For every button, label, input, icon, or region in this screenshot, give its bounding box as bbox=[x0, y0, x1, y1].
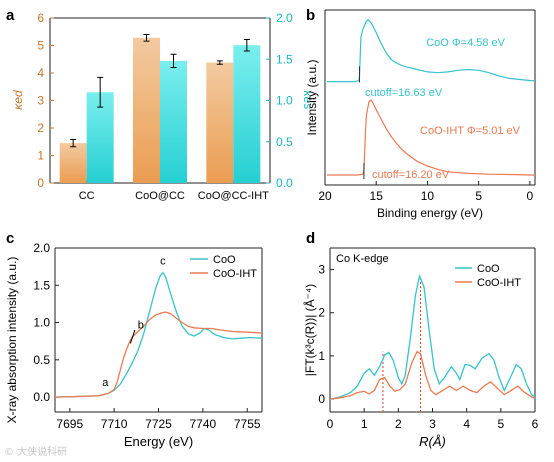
panel-d-exafs-spectrum: 0 1 2 3 4 5 6 0 1 2 3 R(Å) |FT(k³c(R))| (Å⁻⁴) Co K-ed… bbox=[302, 247, 539, 449]
x-axis-label: Energy (eV) bbox=[124, 434, 193, 449]
y-tick-label-left: 3 bbox=[37, 94, 44, 108]
x-tick-label: CC bbox=[79, 190, 95, 202]
x-tick-label: 1 bbox=[361, 417, 368, 431]
legend-label-coo-iht: CoO-IHT bbox=[213, 268, 257, 280]
error-bar-kappa-es bbox=[243, 38, 250, 52]
x-tick-label: 5 bbox=[475, 189, 482, 203]
y-tick-label: 0.5 bbox=[33, 353, 50, 367]
panel-a-bar-chart: 0 1 2 3 4 5 6 0.0 0.5 1.0 1.5 2.0 κed κes CC CoO@CC CoO@… bbox=[11, 11, 315, 202]
legend-label-coo: CoO bbox=[477, 263, 500, 275]
y-tick-label: 2.0 bbox=[33, 241, 50, 255]
inset-label: Co K-edge bbox=[336, 253, 389, 265]
y-tick-label: 1 bbox=[318, 349, 325, 363]
y-axis-label-left: κed bbox=[11, 90, 25, 110]
annotation-c: c bbox=[160, 255, 166, 267]
cutoff-label-coo-iht: cutoff=16.20 eV bbox=[372, 169, 450, 181]
x-tick-label: 0 bbox=[327, 417, 334, 431]
legend-label-coo: CoO bbox=[213, 254, 236, 266]
panel-letter-c: c bbox=[6, 230, 14, 247]
x-tick-label: 15 bbox=[370, 189, 384, 203]
series-label-coo-iht: CoO-IHT Φ=5.01 eV bbox=[420, 125, 521, 137]
bar-kappa-es bbox=[233, 45, 261, 183]
x-tick-label: 2 bbox=[395, 417, 402, 431]
spectrum-line-coo bbox=[327, 18, 536, 83]
y-axis-label-right: κes bbox=[301, 91, 315, 110]
x-tick-label: CoO@CC-IHT bbox=[198, 190, 269, 202]
y-tick-label-left: 0 bbox=[37, 176, 44, 190]
panel-letter-d: d bbox=[306, 230, 315, 247]
x-axis-label: Binding energy (eV) bbox=[377, 206, 483, 220]
panel-letter-a: a bbox=[6, 7, 15, 24]
y-tick-label: 1.0 bbox=[33, 316, 50, 330]
x-tick-label: 5 bbox=[497, 417, 504, 431]
error-bar-kappa-es bbox=[170, 53, 177, 68]
x-tick-label: 3 bbox=[429, 417, 436, 431]
y-tick-label-left: 5 bbox=[37, 39, 44, 53]
x-tick-label: 4 bbox=[463, 417, 470, 431]
spectrum-line-coo-iht bbox=[327, 99, 535, 176]
y-tick-label: 0 bbox=[318, 392, 325, 406]
y-tick-label-right: 0.0 bbox=[276, 176, 293, 190]
y-tick-label: 3 bbox=[318, 263, 325, 277]
y-tick-label: 1.5 bbox=[33, 278, 50, 292]
y-axis-label: |FT(k³c(R))| (Å⁻⁴) bbox=[302, 284, 317, 376]
y-tick-label-right: 1.5 bbox=[276, 52, 293, 66]
y-tick-label-right: 1.0 bbox=[276, 94, 293, 108]
exafs-line-coo-iht bbox=[329, 350, 536, 400]
y-tick-label-left: 1 bbox=[37, 149, 44, 163]
y-tick-label: 0.0 bbox=[33, 390, 50, 404]
exafs-line-coo bbox=[329, 273, 536, 400]
x-axis-label: R(Å) bbox=[419, 434, 446, 449]
x-tick-label: CoO@CC bbox=[135, 190, 185, 202]
bar-kappa-ed bbox=[133, 37, 160, 183]
error-bar-kappa-ed bbox=[70, 139, 77, 148]
x-tick-label: 7710 bbox=[101, 417, 128, 431]
x-tick-label: 7755 bbox=[234, 417, 261, 431]
y-axis-label: Intensity (a.u.) bbox=[305, 59, 319, 135]
error-bar-kappa-ed bbox=[216, 60, 223, 65]
error-bar-kappa-ed bbox=[143, 34, 150, 42]
y-tick-label-left: 4 bbox=[37, 66, 44, 80]
y-axis-label: X-ray absorption intensity (a.u.) bbox=[5, 257, 19, 424]
bar-kappa-ed bbox=[59, 143, 87, 183]
legend-label-coo-iht: CoO-IHT bbox=[477, 277, 521, 289]
watermark: © 大侠说科研 bbox=[4, 447, 68, 458]
bar-kappa-ed bbox=[206, 62, 234, 183]
xanes-line-coo-iht bbox=[54, 311, 263, 398]
x-tick-label: 20 bbox=[318, 189, 332, 203]
y-tick-label-left: 2 bbox=[37, 121, 44, 135]
annotation-arrow-b bbox=[129, 329, 136, 344]
annotation-b: b bbox=[138, 320, 144, 332]
x-tick-label: 7695 bbox=[56, 417, 83, 431]
xanes-line-coo bbox=[54, 271, 263, 398]
panel-letter-b: b bbox=[306, 7, 315, 24]
bar-kappa-es bbox=[160, 60, 187, 183]
x-tick-label: 6 bbox=[532, 417, 539, 431]
y-tick-label-left: 6 bbox=[37, 11, 44, 25]
x-tick-label: 0 bbox=[527, 189, 534, 203]
panel-b-ups-spectrum: 20 15 10 5 0 Binding energy (eV) Intensity (a.… bbox=[305, 9, 536, 220]
y-tick-label: 2 bbox=[318, 306, 325, 320]
annotation-a: a bbox=[102, 377, 109, 389]
x-tick-label: 10 bbox=[421, 189, 435, 203]
cutoff-label-coo: cutoff=16.63 eV bbox=[365, 87, 443, 99]
x-tick-label: 7740 bbox=[190, 417, 217, 431]
y-tick-label-right: 0.5 bbox=[276, 135, 293, 149]
panel-c-xanes-spectrum: 7695 7710 7725 7740 7755 0.0 0.5 1.0 1.5 2.0 Energ… bbox=[5, 241, 263, 449]
series-label-coo: CoO Φ=4.58 eV bbox=[426, 37, 505, 49]
y-tick-label-right: 2.0 bbox=[276, 11, 293, 25]
x-tick-label: 7725 bbox=[145, 417, 172, 431]
error-bar-kappa-es bbox=[97, 76, 104, 108]
